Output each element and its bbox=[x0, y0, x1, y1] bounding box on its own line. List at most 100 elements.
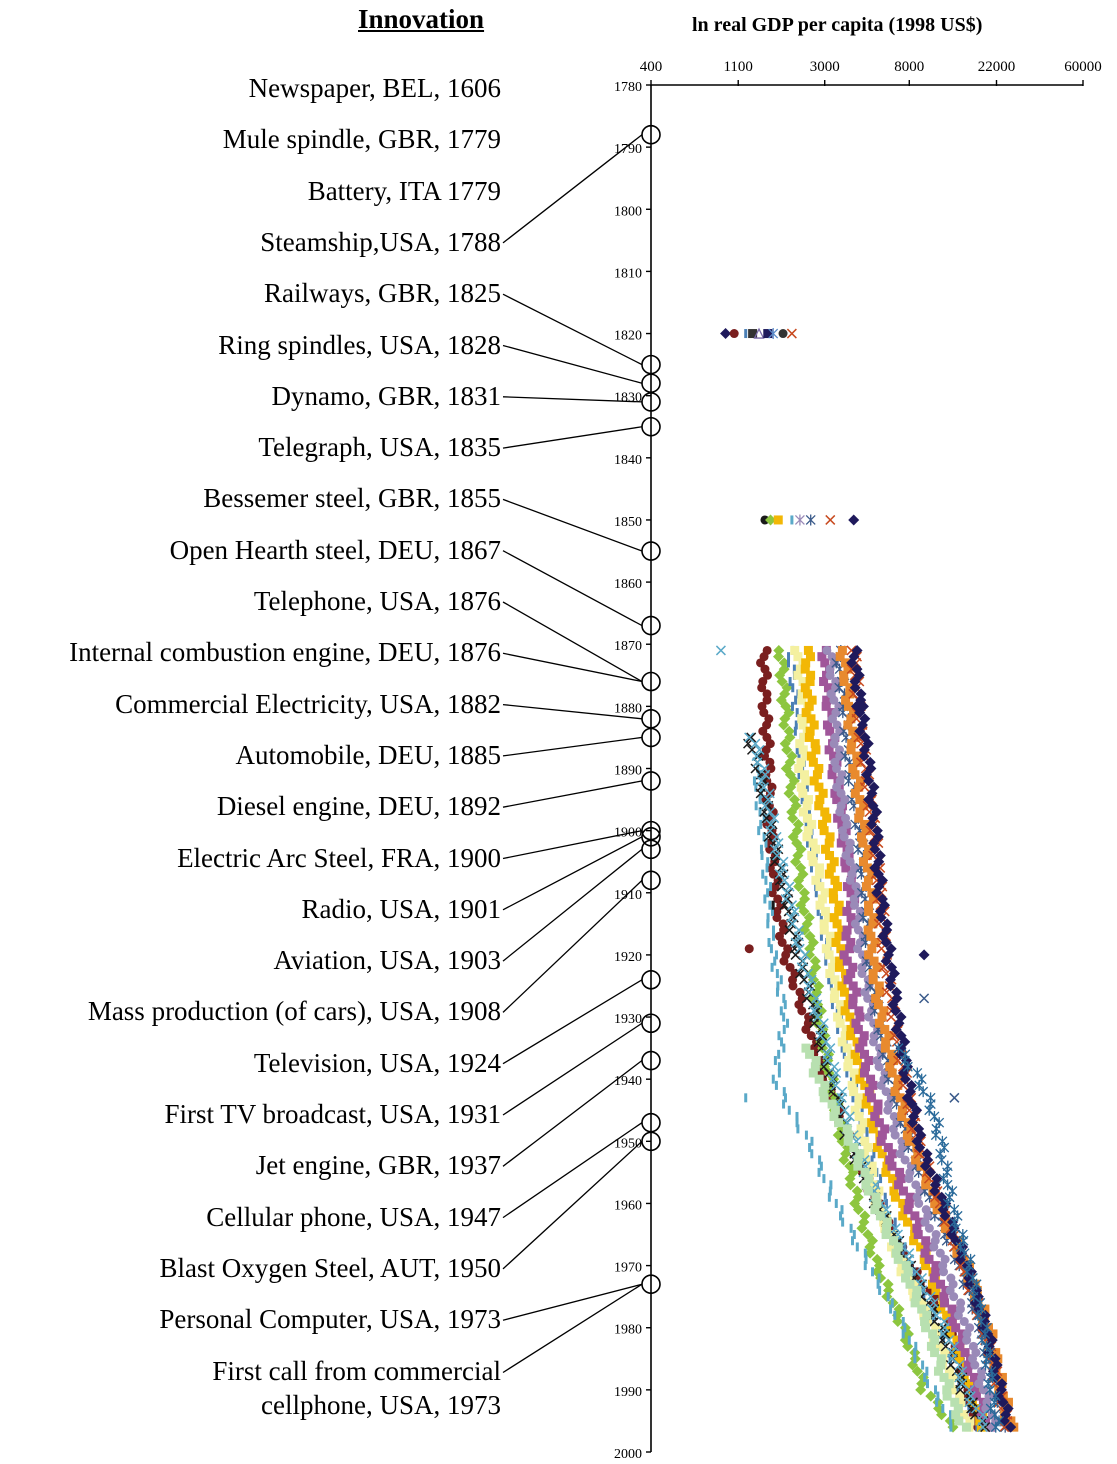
data-point bbox=[858, 1037, 868, 1047]
innovation-label-line: Radio, USA, 1901 bbox=[301, 893, 501, 924]
data-series bbox=[893, 1042, 1005, 1433]
data-point bbox=[801, 1024, 811, 1034]
innovation-label: Mule spindle, GBR, 1779 bbox=[223, 122, 501, 156]
data-point bbox=[915, 1384, 927, 1396]
data-point bbox=[864, 1254, 868, 1264]
data-point bbox=[805, 1049, 815, 1059]
data-point bbox=[819, 931, 823, 941]
data-point bbox=[778, 657, 790, 669]
data-point bbox=[842, 1043, 852, 1053]
innovation-label: Jet engine, GBR, 1937 bbox=[256, 1148, 501, 1182]
data-point bbox=[991, 1348, 1001, 1358]
data-point bbox=[896, 1267, 906, 1277]
data-point bbox=[821, 844, 831, 854]
data-point bbox=[772, 925, 776, 935]
data-point bbox=[880, 1124, 890, 1134]
data-point bbox=[868, 1080, 878, 1090]
data-point bbox=[855, 795, 865, 805]
data-point bbox=[840, 1205, 844, 1215]
data-point bbox=[931, 1261, 941, 1271]
data-point bbox=[829, 1061, 840, 1072]
data-point bbox=[835, 1018, 845, 1028]
data-point bbox=[855, 1149, 865, 1159]
data-point bbox=[935, 1148, 946, 1160]
innovation-label-line: Newspaper, BEL, 1606 bbox=[248, 73, 501, 103]
data-point bbox=[868, 969, 878, 979]
data-point bbox=[811, 875, 821, 885]
chart-axes: 400 1100 3000 8000 22000 60000 1780 1790 1800 181… bbox=[614, 59, 1102, 1462]
data-point bbox=[903, 1323, 907, 1333]
data-point bbox=[879, 1174, 883, 1184]
data-point bbox=[817, 652, 827, 662]
data-point bbox=[744, 329, 748, 339]
innovation-label-line: Television, USA, 1924 bbox=[253, 1047, 501, 1078]
data-point bbox=[820, 1080, 830, 1090]
data-point bbox=[841, 1217, 845, 1227]
data-point bbox=[830, 788, 840, 798]
innovation-year-marker bbox=[641, 1131, 661, 1152]
data-point bbox=[766, 913, 770, 923]
data-point bbox=[818, 1087, 828, 1097]
data-point bbox=[896, 1174, 906, 1184]
data-point bbox=[826, 937, 836, 947]
data-point bbox=[859, 801, 869, 811]
data-point bbox=[830, 975, 840, 985]
data-point bbox=[865, 1124, 869, 1134]
data-point bbox=[861, 1062, 871, 1072]
data-point bbox=[832, 795, 842, 805]
data-point bbox=[868, 1124, 878, 1134]
data-point bbox=[951, 1410, 961, 1420]
data-point bbox=[791, 683, 795, 693]
data-point bbox=[939, 1210, 951, 1222]
data-point bbox=[771, 900, 775, 910]
data-point bbox=[911, 1155, 921, 1165]
data-point bbox=[838, 1154, 850, 1166]
innovation-label-line: cellphone, USA, 1973 bbox=[261, 1389, 501, 1420]
data-point bbox=[881, 1230, 891, 1240]
data-point bbox=[874, 1118, 884, 1128]
data-point bbox=[806, 670, 816, 680]
data-point bbox=[823, 683, 833, 693]
data-point bbox=[955, 1384, 966, 1395]
data-point bbox=[867, 869, 877, 879]
data-point bbox=[821, 701, 831, 711]
data-point bbox=[790, 937, 801, 948]
data-point bbox=[901, 1329, 905, 1339]
data-point bbox=[859, 1149, 869, 1159]
data-point bbox=[790, 701, 794, 711]
data-point bbox=[861, 1099, 871, 1109]
data-point bbox=[795, 708, 799, 718]
data-point bbox=[965, 1416, 975, 1426]
data-point bbox=[959, 1372, 969, 1382]
data-point bbox=[800, 683, 810, 693]
data-point bbox=[869, 956, 879, 966]
innovation-label: Personal Computer, USA, 1973 bbox=[159, 1302, 501, 1336]
data-point bbox=[787, 1105, 791, 1115]
data-point bbox=[846, 1024, 856, 1034]
data-point bbox=[863, 1248, 867, 1258]
data-point bbox=[783, 725, 795, 737]
data-point bbox=[808, 857, 818, 867]
data-point bbox=[848, 708, 858, 718]
data-point bbox=[957, 1366, 968, 1377]
data-point bbox=[857, 700, 869, 712]
data-point bbox=[974, 1379, 984, 1389]
data-point bbox=[955, 1391, 965, 1401]
data-point bbox=[948, 1372, 958, 1382]
data-point bbox=[805, 514, 816, 526]
data-point bbox=[836, 944, 846, 954]
data-point bbox=[831, 937, 841, 947]
data-point bbox=[817, 1024, 828, 1035]
data-point bbox=[976, 1334, 987, 1346]
data-point bbox=[795, 1118, 799, 1128]
data-point bbox=[763, 794, 774, 805]
data-point bbox=[989, 1396, 1000, 1408]
data-point bbox=[774, 869, 785, 880]
data-point bbox=[839, 832, 849, 842]
innovation-label: Radio, USA, 1901 bbox=[301, 892, 501, 926]
innovation-label-line: First call from commercial bbox=[212, 1355, 501, 1386]
data-point bbox=[952, 1335, 962, 1345]
data-point bbox=[887, 1230, 897, 1240]
data-point bbox=[769, 944, 773, 954]
y-tick-label: 2000 bbox=[614, 1447, 642, 1462]
